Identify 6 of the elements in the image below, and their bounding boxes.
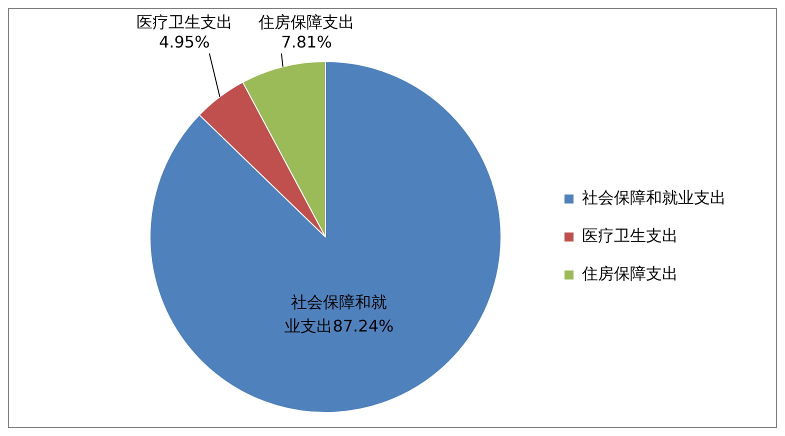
data-label: 医疗卫生支出 4.95% xyxy=(136,12,232,52)
data-label: 社会保障和就业支出87.24% xyxy=(284,292,394,336)
legend-label: 社会保障和就业支出 xyxy=(582,188,726,208)
legend-label: 住房保障支出 xyxy=(581,264,678,284)
legend-label: 医疗卫生支出 xyxy=(582,226,678,246)
data-label: 住房保障支出 7.81% xyxy=(257,12,354,52)
